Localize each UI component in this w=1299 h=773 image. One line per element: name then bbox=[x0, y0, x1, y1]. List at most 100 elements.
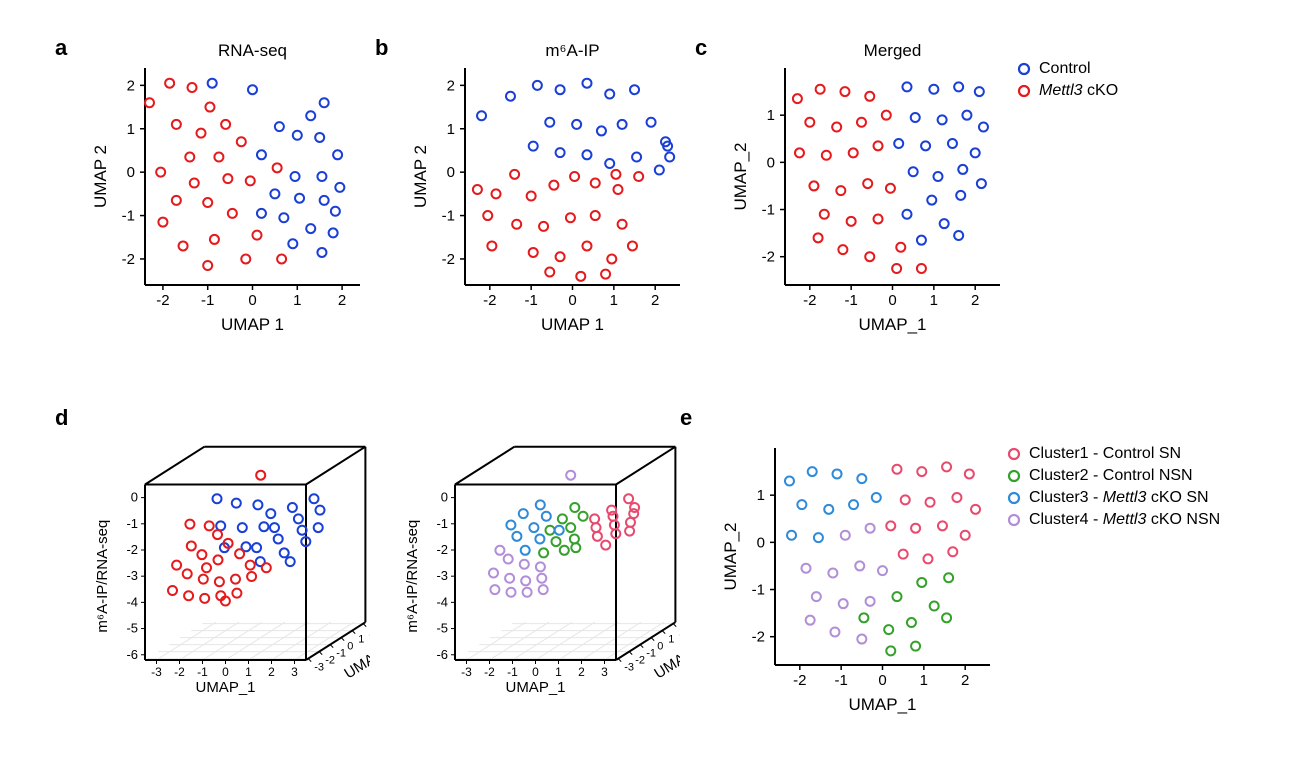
panel-c-svg: Merged-2-1012-2-101UMAP_1UMAP_2 bbox=[730, 40, 1010, 340]
legend-text: Cluster3 - Mettl3 cKO SN bbox=[1029, 489, 1209, 507]
panel-a: RNA-seq-2-1012-2-1012UMAP 1UMAP 2 bbox=[90, 40, 370, 345]
svg-text:-2: -2 bbox=[793, 672, 806, 689]
svg-text:0: 0 bbox=[131, 490, 138, 505]
svg-text:-2: -2 bbox=[752, 629, 765, 646]
svg-text:1: 1 bbox=[447, 121, 455, 138]
legend-text: Cluster2 - Control NSN bbox=[1029, 467, 1193, 485]
svg-text:-2: -2 bbox=[325, 655, 335, 667]
legend-text: Cluster1 - Control SN bbox=[1029, 445, 1181, 463]
svg-text:-2: -2 bbox=[156, 292, 169, 309]
legend-top: Control Mettl3 cKO bbox=[1015, 60, 1118, 104]
svg-text:3: 3 bbox=[291, 665, 298, 679]
figure-root: a b c d e RNA-seq-2-1012-2-1012UMAP 1UMA… bbox=[0, 0, 1299, 773]
svg-text:UMAP_1: UMAP_1 bbox=[195, 679, 255, 696]
svg-text:-1: -1 bbox=[752, 582, 765, 599]
legend-item-control: Control bbox=[1015, 60, 1118, 78]
svg-text:0: 0 bbox=[347, 641, 353, 653]
svg-text:0: 0 bbox=[222, 665, 229, 679]
panel-b: m⁶A-IP-2-1012-2-1012UMAP 1UMAP 2 bbox=[410, 40, 690, 345]
svg-text:-1: -1 bbox=[336, 648, 346, 660]
svg-text:-5: -5 bbox=[436, 621, 448, 636]
svg-text:0: 0 bbox=[657, 641, 663, 653]
svg-text:-1: -1 bbox=[762, 202, 775, 219]
legend-text: Control bbox=[1039, 60, 1091, 78]
svg-text:-3: -3 bbox=[314, 662, 324, 674]
circle-icon bbox=[1005, 467, 1023, 485]
svg-text:-5: -5 bbox=[126, 621, 138, 636]
panel-d-right: 0-1-2-3-4-5-6-3-2-10123-3-2-1012UMAP_1UM… bbox=[380, 420, 680, 725]
svg-text:0: 0 bbox=[532, 665, 539, 679]
svg-text:1: 1 bbox=[920, 672, 928, 689]
svg-text:-1: -1 bbox=[122, 208, 135, 225]
svg-text:1: 1 bbox=[930, 292, 938, 309]
svg-text:UMAP 2: UMAP 2 bbox=[411, 145, 430, 208]
circle-icon bbox=[1005, 511, 1023, 529]
svg-text:UMAP_2: UMAP_2 bbox=[721, 522, 740, 590]
svg-text:0: 0 bbox=[568, 292, 576, 309]
svg-text:-3: -3 bbox=[436, 568, 448, 583]
panel-label-b: b bbox=[375, 35, 388, 61]
svg-text:0: 0 bbox=[888, 292, 896, 309]
svg-text:0: 0 bbox=[127, 164, 135, 181]
svg-text:-6: -6 bbox=[436, 647, 448, 662]
svg-text:m⁶A-IP/RNA-seq: m⁶A-IP/RNA-seq bbox=[94, 520, 111, 633]
svg-text:-1: -1 bbox=[646, 648, 656, 660]
svg-text:UMAP_1: UMAP_1 bbox=[848, 695, 916, 714]
svg-text:-2: -2 bbox=[442, 251, 455, 268]
svg-text:1: 1 bbox=[668, 634, 674, 646]
svg-text:0: 0 bbox=[447, 164, 455, 181]
svg-text:-2: -2 bbox=[484, 665, 495, 679]
legend-text: Cluster4 - Mettl3 cKO NSN bbox=[1029, 511, 1220, 529]
svg-text:UMAP_1: UMAP_1 bbox=[858, 315, 926, 334]
svg-text:1: 1 bbox=[358, 634, 364, 646]
svg-text:0: 0 bbox=[248, 292, 256, 309]
svg-text:1: 1 bbox=[610, 292, 618, 309]
legend-item-cluster2: Cluster2 - Control NSN bbox=[1005, 467, 1220, 485]
panel-d-left-svg: 0-1-2-3-4-5-6-3-2-10123-3-2-1012UMAP_1UM… bbox=[70, 420, 370, 720]
panel-e-svg: -2-1012-2-101UMAP_1UMAP_2 bbox=[720, 420, 1000, 720]
svg-text:-2: -2 bbox=[126, 542, 138, 557]
svg-text:-4: -4 bbox=[126, 594, 138, 609]
legend-clusters: Cluster1 - Control SN Cluster2 - Control… bbox=[1005, 445, 1220, 533]
panel-label-a: a bbox=[55, 35, 67, 61]
svg-text:1: 1 bbox=[767, 107, 775, 124]
panel-a-svg: RNA-seq-2-1012-2-1012UMAP 1UMAP 2 bbox=[90, 40, 370, 340]
svg-text:2: 2 bbox=[651, 292, 659, 309]
svg-text:UMAP_2: UMAP_2 bbox=[731, 142, 750, 210]
svg-text:-2: -2 bbox=[483, 292, 496, 309]
svg-text:-3: -3 bbox=[461, 665, 472, 679]
circle-icon bbox=[1015, 60, 1033, 78]
svg-text:-3: -3 bbox=[126, 568, 138, 583]
svg-text:2: 2 bbox=[578, 665, 585, 679]
circle-icon bbox=[1005, 489, 1023, 507]
svg-text:3: 3 bbox=[601, 665, 608, 679]
svg-text:1: 1 bbox=[293, 292, 301, 309]
svg-text:0: 0 bbox=[878, 672, 886, 689]
svg-text:2: 2 bbox=[127, 77, 135, 94]
svg-text:UMAP 2: UMAP 2 bbox=[91, 145, 110, 208]
svg-text:0: 0 bbox=[757, 534, 765, 551]
svg-text:-6: -6 bbox=[126, 647, 138, 662]
panel-label-c: c bbox=[695, 35, 707, 61]
chart-title: m⁶A-IP bbox=[545, 41, 599, 60]
chart-title: Merged bbox=[864, 41, 922, 60]
svg-text:-1: -1 bbox=[442, 208, 455, 225]
svg-text:-1: -1 bbox=[201, 292, 214, 309]
svg-text:1: 1 bbox=[757, 487, 765, 504]
legend-item-mettl3: Mettl3 cKO bbox=[1015, 82, 1118, 100]
svg-text:-1: -1 bbox=[507, 665, 518, 679]
svg-text:-1: -1 bbox=[844, 292, 857, 309]
panel-d-left: 0-1-2-3-4-5-6-3-2-10123-3-2-1012UMAP_1UM… bbox=[70, 420, 370, 725]
svg-text:0: 0 bbox=[767, 154, 775, 171]
svg-text:-3: -3 bbox=[151, 665, 162, 679]
svg-text:2: 2 bbox=[447, 77, 455, 94]
svg-text:-2: -2 bbox=[803, 292, 816, 309]
svg-text:2: 2 bbox=[971, 292, 979, 309]
svg-text:m⁶A-IP/RNA-seq: m⁶A-IP/RNA-seq bbox=[404, 520, 421, 633]
svg-text:1: 1 bbox=[245, 665, 252, 679]
svg-text:2: 2 bbox=[338, 292, 346, 309]
svg-text:-2: -2 bbox=[436, 542, 448, 557]
svg-text:-2: -2 bbox=[635, 655, 645, 667]
svg-text:2: 2 bbox=[961, 672, 969, 689]
svg-text:UMAP 1: UMAP 1 bbox=[541, 315, 604, 334]
